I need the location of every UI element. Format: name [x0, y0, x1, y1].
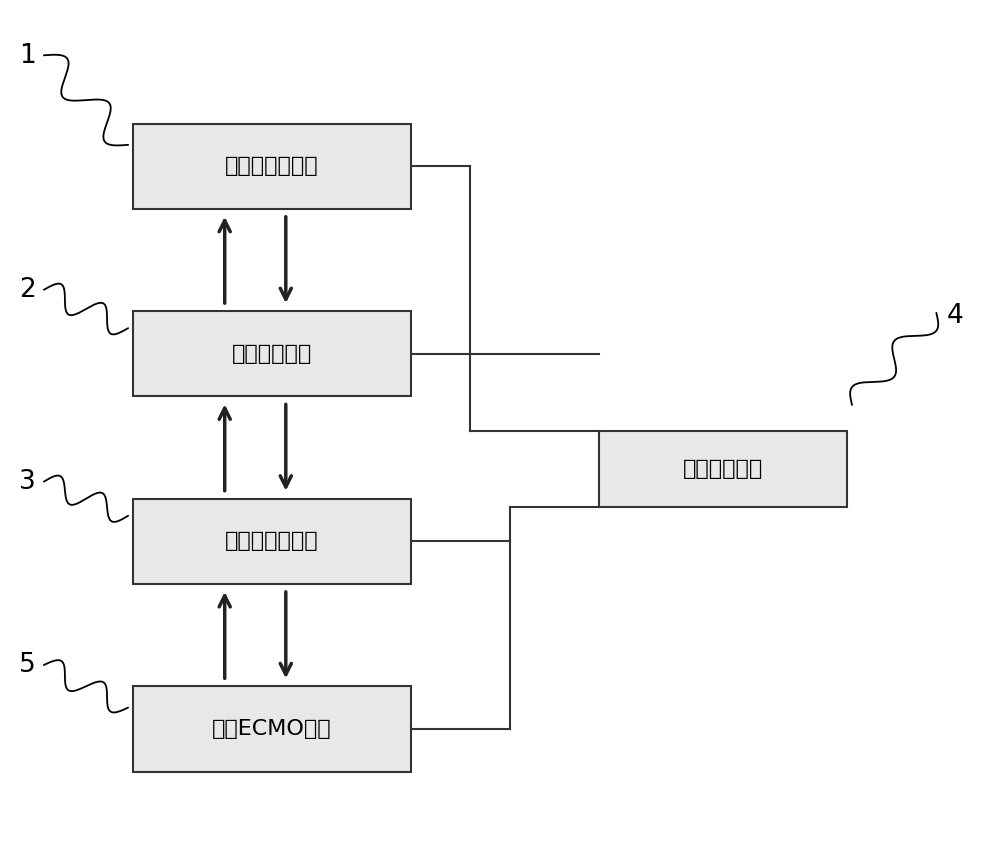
Text: 肺循环模拟模块: 肺循环模拟模块 — [225, 156, 319, 177]
Text: 检测ECMO模块: 检测ECMO模块 — [212, 719, 332, 739]
Text: 5: 5 — [19, 652, 36, 678]
FancyBboxPatch shape — [133, 686, 411, 771]
Text: 4: 4 — [946, 302, 963, 329]
Text: 柔性心脏模块: 柔性心脏模块 — [232, 344, 312, 363]
Text: 2: 2 — [19, 277, 36, 303]
FancyBboxPatch shape — [133, 311, 411, 396]
Text: 1: 1 — [19, 42, 36, 69]
FancyBboxPatch shape — [599, 430, 847, 507]
FancyBboxPatch shape — [133, 499, 411, 584]
Text: 控制检测模块: 控制检测模块 — [683, 459, 763, 479]
Text: 体循环模拟模块: 体循环模拟模块 — [225, 531, 319, 551]
FancyBboxPatch shape — [133, 123, 411, 209]
Text: 3: 3 — [19, 469, 36, 495]
